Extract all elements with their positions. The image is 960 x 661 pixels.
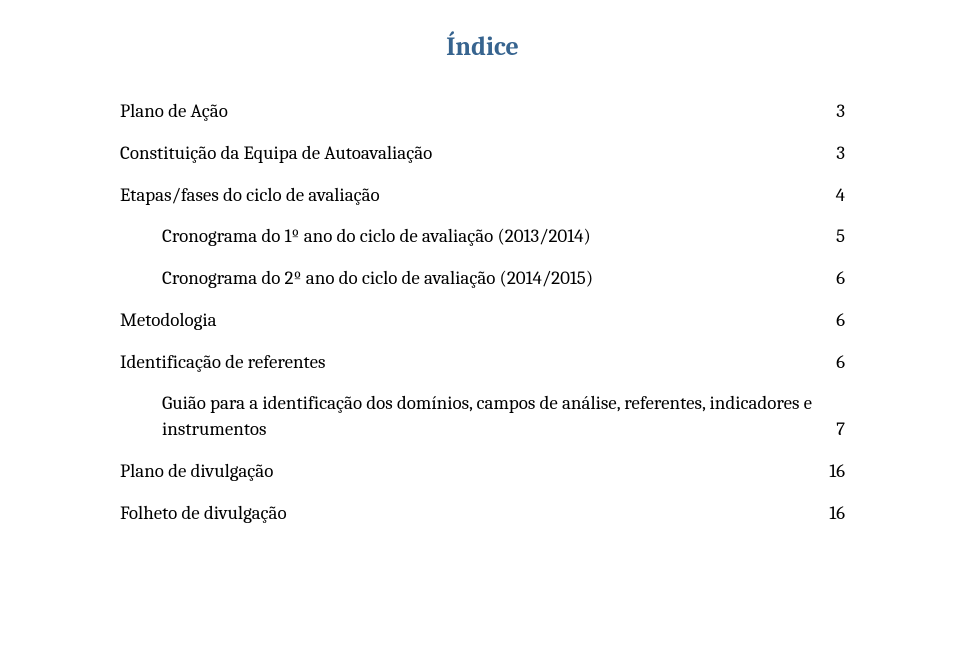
toc-entry-page: 6 (836, 309, 845, 333)
toc-entry-page: 7 (836, 418, 845, 442)
toc-entry: Identificação de referentes 6 (120, 351, 845, 375)
toc-container: Plano de Ação 3 Constituição da Equipa d… (120, 100, 845, 525)
toc-entry-label: Constituição da Equipa de Autoavaliação (120, 142, 432, 166)
toc-entry-label: Plano de Ação (120, 100, 228, 124)
toc-entry-page: 6 (836, 267, 845, 291)
toc-entry: Constituição da Equipa de Autoavaliação … (120, 142, 845, 166)
toc-entry: Etapas/fases do ciclo de avaliação 4 (120, 184, 845, 208)
toc-entry-page: 16 (829, 460, 845, 484)
toc-entry-page: 5 (836, 225, 845, 249)
toc-entry-page: 4 (836, 184, 845, 208)
toc-entry: Cronograma do 2º ano do ciclo de avaliaç… (120, 267, 845, 291)
toc-entry-label: Metodologia (120, 309, 217, 333)
toc-entry-label: Cronograma do 2º ano do ciclo de avaliaç… (162, 267, 593, 291)
toc-entry-label: Folheto de divulgação (120, 502, 287, 526)
toc-entry-page: 3 (836, 100, 845, 124)
toc-entry: Cronograma do 1º ano do ciclo de avaliaç… (120, 225, 845, 249)
document-page: Índice Plano de Ação 3 Constituição da E… (0, 0, 960, 661)
toc-title: Índice (120, 32, 845, 62)
toc-entry-page: 3 (836, 142, 845, 166)
toc-entry: Plano de divulgação 16 (120, 460, 845, 484)
toc-entry-page: 16 (829, 502, 845, 526)
toc-entry-label: Etapas/fases do ciclo de avaliação (120, 184, 380, 208)
toc-entry-page: 6 (836, 351, 845, 375)
toc-entry: Plano de Ação 3 (120, 100, 845, 124)
toc-entry-label: Identificação de referentes (120, 351, 325, 375)
toc-entry: Folheto de divulgação 16 (120, 502, 845, 526)
toc-entry-label-line1: Guião para a identificação dos domínios,… (162, 392, 812, 414)
toc-entry-label: Cronograma do 1º ano do ciclo de avaliaç… (162, 225, 591, 249)
toc-entry: Guião para a identificação dos domínios,… (120, 392, 845, 442)
toc-entry: Metodologia 6 (120, 309, 845, 333)
toc-entry-label-line2: instrumentos (162, 418, 266, 442)
toc-entry-label: Plano de divulgação (120, 460, 273, 484)
